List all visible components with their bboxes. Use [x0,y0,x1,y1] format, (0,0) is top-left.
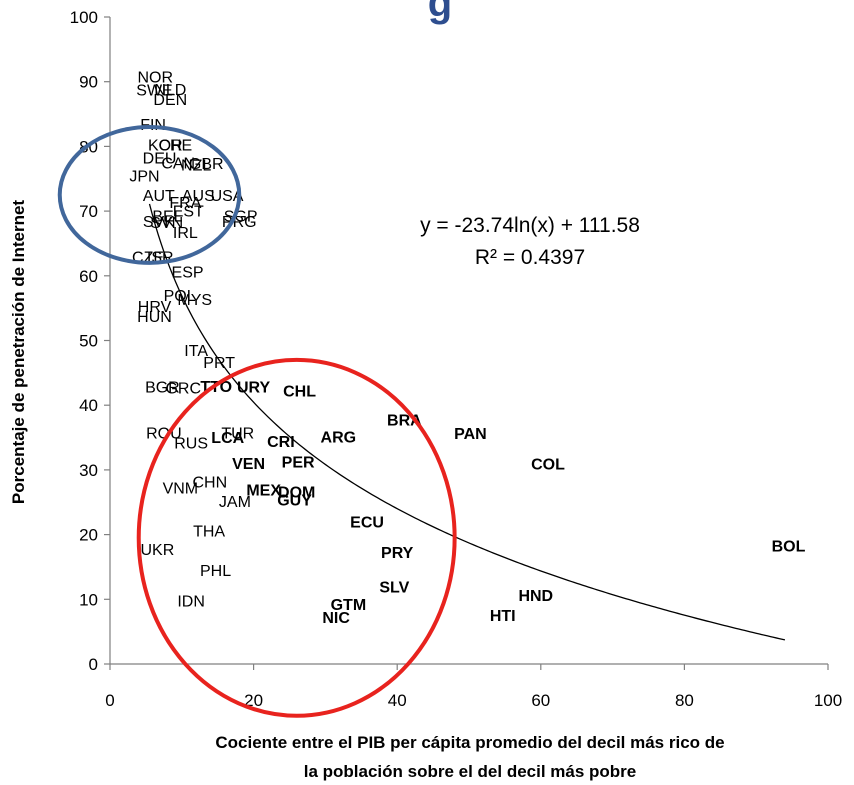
y-tick-label: 0 [89,655,98,674]
x-tick-label: 40 [388,691,407,710]
y-axis-title: Porcentaje de penetración de Internet [9,200,28,505]
point-label-can: CAN [161,156,195,173]
point-label-mys: MYS [177,292,212,309]
chart-title-fragment: g [428,0,452,25]
point-label-aut: AUT [143,188,175,205]
highlight-circle-red [136,357,457,718]
point-label-ukr: UKR [140,542,174,559]
trendline-equation: y = -23.74ln(x) + 111.58 [420,214,640,237]
point-label-chl: CHL [283,383,316,400]
point-label-bol: BOL [772,539,806,556]
point-label-svk: SVK [143,214,175,231]
point-label-gtm: GTM [331,597,367,614]
trendline-curve [148,203,786,641]
point-label-irl: IRL [173,225,198,242]
trendline-r2: R² = 0.4397 [475,246,585,269]
point-label-swe: SWE [136,82,172,99]
x-axis-title-line2: la población sobre el del decil más pobr… [304,762,637,781]
point-label-usa: USA [211,188,244,205]
point-label-col: COL [531,456,565,473]
point-label-prt: PRT [203,355,235,372]
point-label-chn: CHN [192,475,227,492]
trendline [148,203,786,641]
point-label-est: EST [173,203,204,220]
point-label-che: CHE [158,137,192,154]
point-label-idn: IDN [177,594,205,611]
point-label-guy: GUY [277,493,312,510]
point-label-hrv: HRV [138,299,172,316]
point-label-arg: ARG [321,429,357,446]
point-label-cri: CRI [267,434,295,451]
point-label-phl: PHL [200,563,231,580]
highlight-circle-blue [57,124,242,265]
point-label-tha: THA [193,524,225,541]
point-label-aus: AUS [182,188,215,205]
point-label-esp: ESP [172,264,204,281]
point-label-nzl: NZL [181,158,211,175]
x-tick-label: 100 [814,691,842,710]
point-label-hun: HUN [137,309,172,326]
point-label-grc: GRC [165,381,201,398]
point-label-dom: DOM [278,484,315,501]
x-tick-label: 20 [244,691,263,710]
point-label-bel: BEL [152,209,182,226]
point-label-pry: PRY [381,545,414,562]
point-label-nor: NOR [137,70,173,87]
point-label-kor: KOR [148,137,183,154]
point-label-ven: VEN [232,456,265,473]
y-tick-label: 60 [79,267,98,286]
point-label-ita: ITA [184,343,208,360]
point-label-jam: JAM [219,494,251,511]
point-label-vnm: VNM [163,480,199,497]
x-tick-label: 60 [531,691,550,710]
y-tick-label: 10 [79,590,98,609]
y-tick-label: 90 [79,73,98,92]
point-label-nic: NIC [322,610,350,627]
point-label-jpn: JPN [129,169,159,186]
point-label-ury: URY [237,379,271,396]
point-label-per: PER [282,454,315,471]
point-label-den: DEN [153,92,187,109]
point-label-fra: FRA [169,195,201,212]
y-tick-label: 30 [79,461,98,480]
y-tick-label: 50 [79,332,98,351]
x-axis-title-line1: Cociente entre el PIB per cápita promedi… [215,733,724,752]
point-label-tur: TUR [221,425,254,442]
point-label-nld: NLD [154,82,186,99]
point-label-pol: POL [164,288,196,305]
point-label-gbr: GBR [189,156,224,173]
y-tick-label: 40 [79,396,98,415]
x-axis-ticks: 0 20 40 60 80 100 [105,664,842,710]
point-label-lca: LCA [211,430,244,447]
point-label-mex: MEX [246,482,281,499]
y-tick-label: 20 [79,526,98,545]
point-label-rus: RUS [174,436,208,453]
y-tick-label: 70 [79,202,98,221]
point-label-hnd: HND [518,588,553,605]
point-label-slv: SLV [379,579,409,596]
point-label-svn: SVN [150,215,183,232]
point-label-deu: DEU [143,150,177,167]
y-tick-label: 100 [70,8,98,27]
x-tick-label: 80 [675,691,694,710]
point-label-pan: PAN [454,426,487,443]
data-points: NORSWENLDDENFINKORCHEDEUCANNZLGBRJPNAUTF… [129,70,805,627]
x-tick-label: 0 [105,691,114,710]
point-label-ecu: ECU [350,515,384,532]
point-label-hti: HTI [490,608,516,625]
highlight-circles [57,124,457,718]
point-label-bgr: BGR [145,379,180,396]
